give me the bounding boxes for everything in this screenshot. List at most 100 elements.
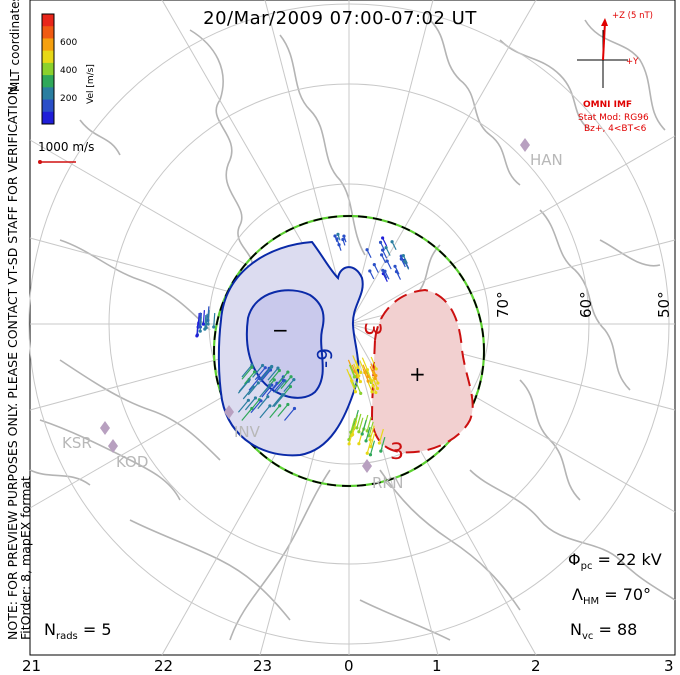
colorbar-outline <box>41 13 55 125</box>
colorbar-segment <box>42 26 54 39</box>
velocity-vector-origin <box>268 383 272 387</box>
velocity-vector-origin <box>368 453 373 457</box>
velocity-vector-origin <box>335 237 339 241</box>
velocity-vector-origin <box>380 253 384 257</box>
velocity-vector <box>369 440 376 455</box>
velocity-vector <box>241 364 253 378</box>
positive-contour-label-bottom: 3 <box>390 440 404 465</box>
velocity-vector-origin <box>359 370 363 375</box>
radar-marker-han <box>520 138 530 152</box>
velocity-vector <box>277 404 289 417</box>
velocity-vector-origin <box>257 376 261 380</box>
map-title: 20/Mar/2009 07:00-07:02 UT <box>203 8 477 29</box>
velocity-vector-origin <box>373 376 377 380</box>
velocity-vector <box>362 364 369 377</box>
velocity-vector <box>260 369 271 383</box>
velocity-vector <box>349 364 356 377</box>
velocity-vector <box>205 313 208 328</box>
velocity-vector <box>202 310 205 325</box>
velocity-vector <box>213 312 216 328</box>
preview-note-line2: FitOrder: 8, mapEX format <box>18 476 33 640</box>
velocity-vector-origin <box>353 390 358 394</box>
velocity-vector-origin <box>341 237 345 242</box>
radar-marker-inv <box>224 405 234 419</box>
stat-phi-sub: pc <box>580 561 593 573</box>
velocity-vector-origin <box>381 236 385 240</box>
velocity-vector-origin <box>365 429 369 433</box>
velocity-vector <box>349 379 357 392</box>
velocity-vector-origin <box>259 399 263 403</box>
velocity-vector-origin <box>276 366 280 370</box>
velocity-vector-origin <box>381 268 385 272</box>
velocity-vector-origin <box>356 365 360 370</box>
stat-phi-value: = 22 kV <box>597 550 662 569</box>
velocity-vector <box>252 365 264 378</box>
radar-label-kod: KOD <box>116 453 149 471</box>
velocity-vector-origin <box>369 445 373 449</box>
velocity-vector-origin <box>370 390 374 394</box>
velocity-vector <box>354 369 361 382</box>
velocity-vector-origin <box>401 253 405 258</box>
velocity-vector <box>280 376 292 390</box>
velocity-vector-origin <box>256 381 260 385</box>
velocity-vector-origin <box>351 432 355 437</box>
velocity-vector-origin <box>385 259 389 263</box>
imf-title: OMNI IMF <box>583 100 633 110</box>
radar-marker-rkn <box>362 459 372 473</box>
velocity-vector <box>353 363 360 377</box>
velocity-vector <box>273 394 285 408</box>
velocity-vector-origin <box>357 442 361 446</box>
radar-label-inv: INV <box>234 423 260 441</box>
velocity-vector-origin <box>379 449 383 453</box>
velocity-vector <box>273 379 284 393</box>
stat-lambda-symbol: Λ <box>572 585 583 604</box>
velocity-vector <box>365 426 371 442</box>
imf-bz-label: +Z (5 nT) <box>612 11 653 21</box>
velocity-vector <box>244 371 256 385</box>
coord-system-label: MLT coordinates <box>8 0 22 92</box>
velocity-vector-origin <box>280 393 285 397</box>
velocity-vector-origin <box>399 257 403 261</box>
velocity-vector-origin <box>263 366 267 370</box>
velocity-vector-origin <box>367 434 371 438</box>
stat-lambda-hm: ΛHM = 70° <box>572 585 651 607</box>
mlt-label-2: 2 <box>531 657 541 675</box>
positive-contour-label-top: 3 <box>359 322 384 336</box>
velocity-vector-origin <box>195 334 199 338</box>
mlt-label-3: 3 <box>664 657 674 675</box>
colorbar-tick-400: 400 <box>60 66 78 76</box>
velocity-vector-origin <box>365 248 369 252</box>
colorbar-tick-600: 600 <box>60 38 78 48</box>
velocity-vector <box>352 420 358 435</box>
velocity-vector <box>353 414 359 429</box>
colorbar-segment <box>42 99 54 113</box>
colorbar-segment <box>42 75 54 88</box>
velocity-vector <box>370 432 376 447</box>
velocity-colorbar <box>41 13 55 125</box>
velocity-vector <box>277 371 289 385</box>
velocity-vector-origin <box>288 384 293 389</box>
velocity-vector <box>260 366 272 380</box>
preview-note: NOTE: FOR PREVIEW PURPOSES ONLY. PLEASE … <box>5 82 33 640</box>
velocity-vector <box>351 364 358 378</box>
velocity-vector <box>362 368 369 382</box>
velocity-vector-origin <box>201 322 205 326</box>
velocity-vector-origin <box>197 324 202 329</box>
velocity-vector <box>254 367 266 381</box>
velocity-vector-origin <box>260 363 265 368</box>
velocity-vector-origin <box>272 378 276 382</box>
velocity-vector <box>361 419 367 435</box>
hm-boundary <box>212 214 486 488</box>
velocity-vector-origin <box>250 365 254 369</box>
velocity-vector-origin <box>374 390 378 395</box>
stat-nrads-sub: rads <box>55 631 78 643</box>
velocity-vector-origin <box>198 329 202 333</box>
velocity-vector <box>380 436 386 452</box>
velocity-vector-origin <box>364 439 368 443</box>
velocity-vector <box>241 366 253 380</box>
velocity-vectors <box>195 232 410 457</box>
positive-cell-fill <box>370 288 474 454</box>
velocity-vector <box>370 356 377 370</box>
